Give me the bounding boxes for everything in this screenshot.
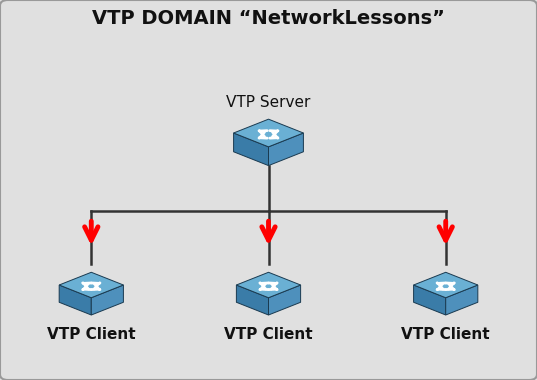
Polygon shape bbox=[234, 133, 268, 166]
Polygon shape bbox=[446, 285, 478, 315]
Polygon shape bbox=[413, 272, 478, 298]
Text: VTP Server: VTP Server bbox=[226, 95, 311, 110]
Polygon shape bbox=[91, 285, 124, 315]
Text: VTP Client: VTP Client bbox=[224, 327, 313, 342]
Polygon shape bbox=[413, 285, 446, 315]
Polygon shape bbox=[236, 285, 268, 315]
Text: VTP Client: VTP Client bbox=[401, 327, 490, 342]
Text: VTP Client: VTP Client bbox=[47, 327, 136, 342]
Text: VTP DOMAIN “NetworkLessons”: VTP DOMAIN “NetworkLessons” bbox=[92, 10, 445, 28]
Polygon shape bbox=[59, 272, 124, 298]
Polygon shape bbox=[236, 272, 301, 298]
Polygon shape bbox=[59, 285, 91, 315]
Polygon shape bbox=[234, 119, 303, 147]
Polygon shape bbox=[268, 285, 301, 315]
Polygon shape bbox=[268, 133, 303, 166]
